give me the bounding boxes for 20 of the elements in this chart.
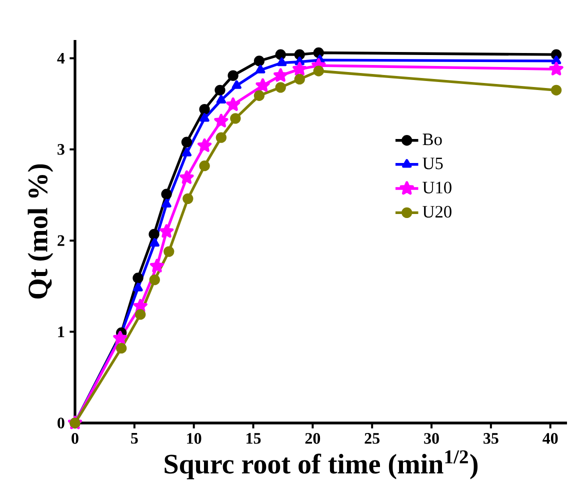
legend-label: Bo [422, 134, 442, 146]
y-tick-label: 3 [58, 144, 64, 155]
legend-label: U20 [422, 206, 452, 218]
legend-label: U5 [422, 158, 443, 170]
x-tick-label: 25 [364, 433, 380, 444]
x-tick-label: 35 [484, 433, 498, 444]
x-tick-label: 0 [72, 433, 78, 444]
y-axis-title: Qt (mol %) [28, 164, 54, 299]
y-tick-label: 1 [58, 326, 64, 338]
x-axis-title: Squrc root of time (min$^{1/2}$) [164, 450, 478, 480]
y-tick-label: 2 [58, 235, 64, 246]
x-tick-label: 10 [187, 433, 202, 444]
x-tick-label: 15 [246, 433, 261, 444]
x-tick-label: 40 [542, 433, 558, 444]
x-tick-label: 20 [305, 433, 320, 444]
legend-label: U10 [422, 182, 452, 194]
x-tick-label: 30 [424, 433, 439, 444]
x-tick-label: 5 [131, 433, 138, 444]
y-tick-label: 4 [57, 52, 65, 64]
y-tick-label: 0 [58, 418, 64, 428]
